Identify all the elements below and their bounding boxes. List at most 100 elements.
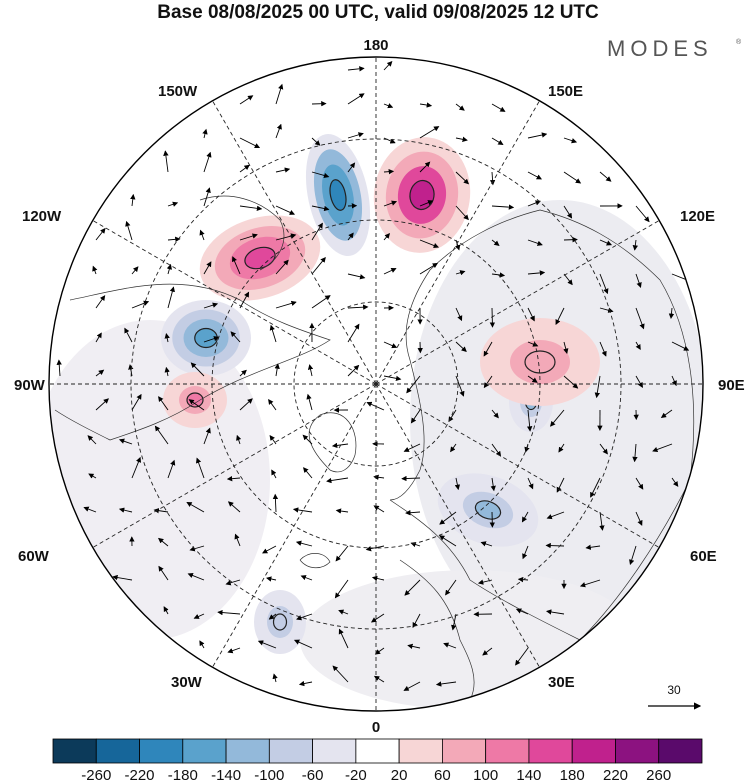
meridian-line [92,220,377,385]
wind-vector [275,123,282,139]
wind-vector [131,456,142,479]
wind-vector [275,205,296,215]
wind-vector [112,574,133,581]
anomaly-contour [329,179,347,211]
wind-vector [671,375,677,387]
wind-vector [347,364,360,377]
wind-vector [347,162,356,173]
wind-vector [490,477,496,492]
wind-vector [491,239,500,246]
wind-vector [118,438,133,445]
wind-vector [311,137,321,146]
wind-vector [158,396,169,411]
lon-label-30w: 30W [171,674,203,691]
wind-vector [239,398,253,411]
wind-vector [187,572,205,581]
wind-vector [154,425,169,445]
lon-label-30e: 30E [548,674,575,691]
wind-vector [303,467,313,479]
anomaly-high-central-asia [480,318,600,406]
anomaly-low-mid-atlantic [254,590,306,654]
wind-vector [92,265,98,275]
colorbar-tick-label: -180 [168,767,198,783]
colorbar-cell [268,738,313,764]
wind-vector [635,273,642,288]
wind-vector [226,476,241,482]
wind-vector [455,270,466,276]
wind-vector [546,511,565,520]
colorbar-cell [485,738,530,764]
wind-vector [635,477,644,490]
colorbar-tick-label: 100 [473,767,498,783]
wind-vector [383,103,394,109]
anomaly-contour [524,350,556,374]
wind-vector [95,227,106,241]
wind-vector [419,262,439,275]
wind-vector [88,473,97,479]
wind-vector [371,575,385,582]
greenland-coastline [308,412,357,473]
wind-vector [347,304,369,310]
wind-vector [236,434,242,445]
wind-vector [239,291,250,309]
colorbar: -260 -220 -180 -140 -100 -60 -20 20 60 100 140 180 2… [52,738,703,783]
wind-vector [455,136,468,142]
wind-vector [131,266,139,275]
lon-label-150e: 150E [548,83,583,100]
colorbar-cell [528,738,573,764]
wind-vector [195,457,205,479]
wind-vector [632,443,638,463]
wind-vector [527,239,543,246]
wind-vector [347,132,364,139]
wind-vector [579,579,601,588]
wind-vector [527,270,546,276]
wind-vector [203,302,219,309]
wind-vector [671,341,690,351]
wind-vector [454,477,461,491]
wind-vector [527,477,534,490]
anomaly-contour [474,500,502,520]
lon-label-120e: 120E [680,208,715,225]
wind-vector [521,511,529,523]
wind-vector [635,341,641,350]
wind-vector [455,103,465,111]
wind-vector [347,273,366,280]
wind-vector [293,639,313,649]
colorbar-cell [95,738,140,764]
wind-vector [483,375,493,389]
wind-vector [455,205,469,221]
brand-name: MODES [607,36,713,61]
reference-vector: 30 [648,683,702,710]
colorbar-tick-label: -20 [345,767,367,783]
anomaly-low-canada [161,300,251,376]
wind-vector [257,640,277,649]
wind-vector [167,459,176,479]
wind-vector [347,232,354,241]
wind-vector [272,493,279,513]
colorbar-cell [52,738,97,764]
landmass-outlines [54,195,695,701]
wind-vector [189,545,205,552]
wind-vector [545,542,565,549]
wind-vector [383,200,398,207]
wind-vector [527,375,538,383]
wind-vector [332,665,349,683]
wind-vector [445,579,457,596]
wind-vector [527,307,535,322]
wind-vector [311,222,323,241]
wind-vector [403,681,421,691]
colorbar-cell [615,738,660,764]
wind-vector [599,171,612,182]
wind-vector [632,239,638,251]
lon-label-90w: 90W [14,377,46,394]
alaska-coastline [199,195,285,271]
wind-vector [515,608,529,615]
colorbar-tick-label: 60 [434,767,451,783]
wind-vector [269,434,277,445]
wind-vector [435,681,457,687]
wind-vector [199,640,205,649]
wind-vector [455,171,470,185]
wind-vector [599,341,607,357]
wind-vector [527,132,548,139]
